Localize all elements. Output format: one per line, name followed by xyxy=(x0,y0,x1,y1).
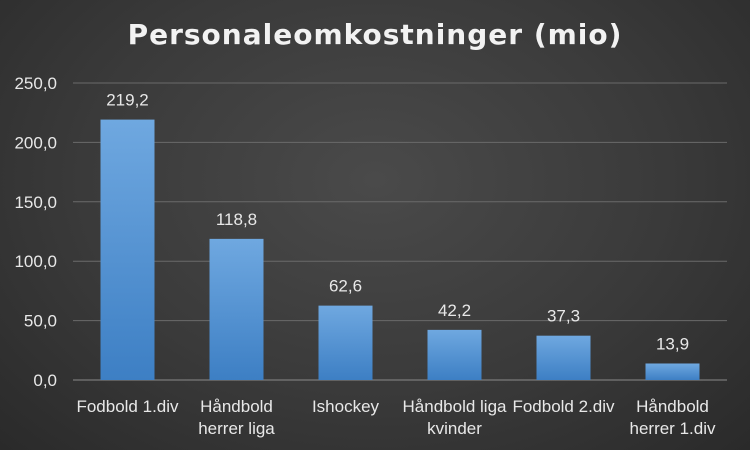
y-tick-label: 200,0 xyxy=(14,133,57,152)
x-tick-label: Fodbold 1.div xyxy=(76,397,179,416)
x-tick-label: Håndbold herrer liga xyxy=(198,397,275,438)
data-label: 219,2 xyxy=(106,91,149,110)
bar xyxy=(318,305,373,380)
data-label: 118,8 xyxy=(216,210,257,229)
bar xyxy=(536,335,591,380)
y-tick-label: 50,0 xyxy=(24,312,57,331)
bar xyxy=(427,329,482,380)
x-tick-label: Fodbold 2.div xyxy=(512,397,615,416)
x-tick-label: Ishockey xyxy=(312,397,380,416)
bar xyxy=(100,119,155,381)
bar xyxy=(645,363,700,380)
y-tick-label: 0,0 xyxy=(33,371,57,390)
x-tick-label: Håndbold liga kvinder xyxy=(403,397,508,438)
chart-title: Personaleomkostninger (mio) xyxy=(127,18,623,51)
data-label: 13,9 xyxy=(656,334,689,353)
bars: 219,2 118,8 62,6 42,2 37,3 13,9 xyxy=(100,91,700,381)
bar xyxy=(209,238,264,380)
y-axis: 0,0 50,0 100,0 150,0 200,0 250,0 xyxy=(14,74,57,390)
y-tick-label: 100,0 xyxy=(14,252,57,271)
y-tick-label: 250,0 xyxy=(14,74,57,93)
data-label: 62,6 xyxy=(329,277,362,296)
data-label: 42,2 xyxy=(438,301,471,320)
x-axis: Fodbold 1.div Håndbold herrer liga Ishockey… xyxy=(76,397,716,438)
gridlines xyxy=(73,82,727,381)
x-tick-label: Håndbold herrer 1.div xyxy=(630,397,716,438)
y-tick-label: 150,0 xyxy=(14,193,57,212)
data-label: 37,3 xyxy=(547,307,580,326)
